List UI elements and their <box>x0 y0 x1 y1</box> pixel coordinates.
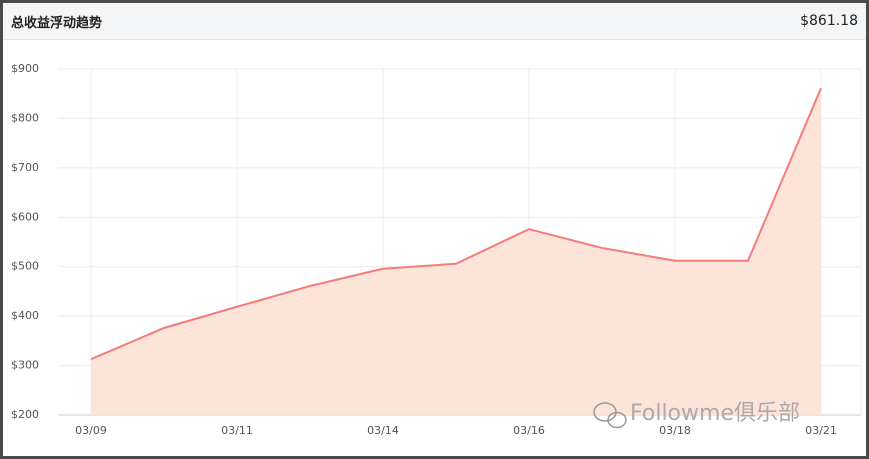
y-tick-label: $200 <box>11 408 39 421</box>
header: 总收益浮动趋势 $861.18 <box>3 3 866 40</box>
x-tick-label: 03/18 <box>659 424 691 437</box>
x-tick-label: 03/11 <box>221 424 253 437</box>
title: 总收益浮动趋势 <box>11 15 103 31</box>
total-value: $861.18 <box>800 13 858 29</box>
y-tick-label: $700 <box>11 161 39 174</box>
line <box>90 87 822 361</box>
y-tick-label: $300 <box>11 359 39 372</box>
chart: $200 $300 $400 $500 $600 $700 $800 $900 03/09 03/… <box>11 62 862 437</box>
y-tick-label: $400 <box>11 309 39 322</box>
x-tick-label: 03/09 <box>75 424 107 437</box>
x-tick-label: 03/16 <box>513 424 545 437</box>
x-tick-label: 03/21 <box>805 424 837 437</box>
watermark: Followme俱乐部 <box>630 401 800 426</box>
x-tick-label: 03/14 <box>367 424 399 437</box>
y-tick-label: $800 <box>11 111 39 124</box>
y-tick-label: $900 <box>11 62 39 75</box>
y-tick-label: $500 <box>11 260 39 273</box>
watermark-icon <box>593 402 627 429</box>
y-tick-label: $600 <box>11 210 39 223</box>
area <box>91 88 821 415</box>
